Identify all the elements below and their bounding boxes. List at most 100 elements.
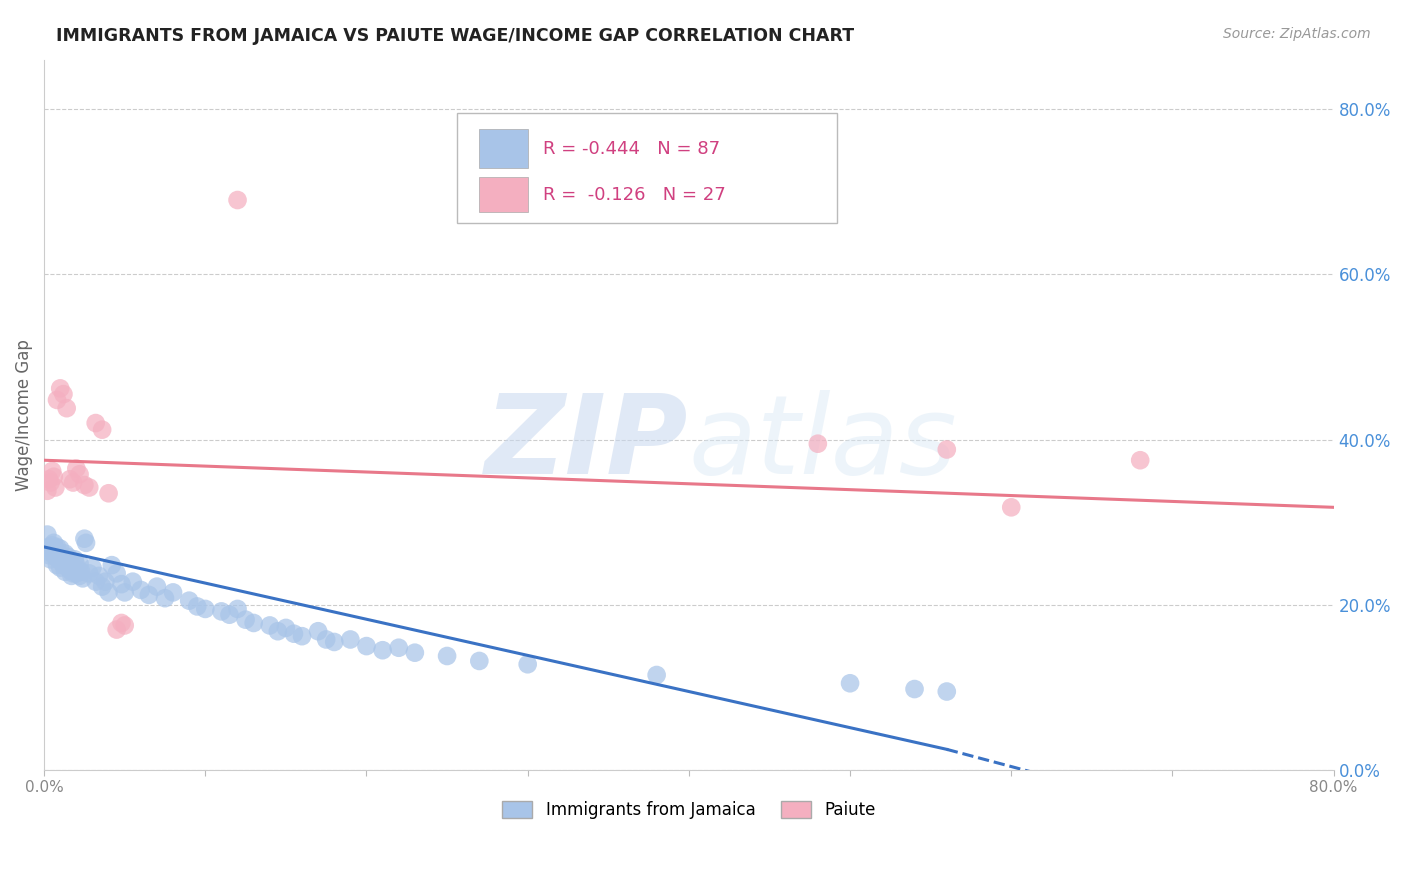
Point bbox=[49, 541, 72, 556]
Point bbox=[70, 565, 93, 579]
Point bbox=[101, 558, 124, 573]
Point bbox=[62, 475, 84, 490]
Point bbox=[51, 555, 73, 569]
Text: R =  -0.126   N = 27: R = -0.126 N = 27 bbox=[543, 186, 725, 203]
Point bbox=[138, 588, 160, 602]
Point bbox=[42, 536, 65, 550]
Point bbox=[226, 193, 249, 207]
Point bbox=[39, 475, 62, 490]
Point bbox=[42, 469, 65, 483]
Point bbox=[436, 648, 458, 663]
Point bbox=[72, 571, 94, 585]
Point bbox=[307, 624, 329, 639]
Point bbox=[53, 565, 76, 579]
Point bbox=[371, 643, 394, 657]
Point bbox=[59, 555, 82, 569]
FancyBboxPatch shape bbox=[478, 129, 527, 169]
Point bbox=[38, 548, 60, 562]
Point bbox=[356, 639, 378, 653]
Point bbox=[645, 668, 668, 682]
Point bbox=[44, 481, 66, 495]
Point bbox=[58, 560, 80, 574]
Text: R = -0.444   N = 87: R = -0.444 N = 87 bbox=[543, 140, 720, 158]
Point bbox=[121, 574, 143, 589]
Point bbox=[235, 613, 257, 627]
Point bbox=[146, 580, 169, 594]
Point bbox=[242, 615, 264, 630]
Point bbox=[55, 557, 77, 571]
Point bbox=[807, 436, 830, 450]
Y-axis label: Wage/Income Gap: Wage/Income Gap bbox=[15, 339, 32, 491]
Point bbox=[69, 467, 91, 482]
Point bbox=[60, 558, 83, 573]
Point bbox=[51, 549, 73, 564]
Point bbox=[1000, 500, 1022, 515]
Point bbox=[44, 549, 66, 564]
Point bbox=[41, 538, 63, 552]
Point bbox=[226, 602, 249, 616]
Point bbox=[935, 684, 957, 698]
Point bbox=[52, 552, 75, 566]
Point bbox=[267, 624, 290, 639]
Point bbox=[38, 540, 60, 554]
Point bbox=[41, 464, 63, 478]
Point bbox=[903, 681, 925, 696]
Point bbox=[53, 547, 76, 561]
Point bbox=[59, 563, 82, 577]
Point bbox=[48, 552, 70, 566]
Point bbox=[69, 557, 91, 571]
Point bbox=[153, 591, 176, 606]
Point bbox=[69, 569, 91, 583]
Point bbox=[42, 544, 65, 558]
Point bbox=[194, 602, 217, 616]
Point bbox=[468, 654, 491, 668]
Point bbox=[82, 560, 104, 574]
Point bbox=[94, 574, 117, 589]
Point bbox=[179, 593, 201, 607]
Point bbox=[274, 621, 297, 635]
Point bbox=[323, 635, 346, 649]
Point bbox=[388, 640, 411, 655]
Point bbox=[39, 541, 62, 556]
FancyBboxPatch shape bbox=[478, 177, 527, 212]
Point bbox=[73, 532, 96, 546]
Point bbox=[97, 486, 120, 500]
Point bbox=[58, 549, 80, 564]
Point bbox=[37, 483, 59, 498]
Point bbox=[1129, 453, 1152, 467]
Point bbox=[283, 626, 305, 640]
Point bbox=[162, 585, 184, 599]
Point bbox=[209, 604, 232, 618]
Point bbox=[84, 574, 107, 589]
Point bbox=[52, 558, 75, 573]
Point bbox=[114, 585, 136, 599]
Point bbox=[41, 547, 63, 561]
Point bbox=[55, 401, 77, 416]
Point bbox=[105, 623, 128, 637]
Point bbox=[46, 540, 69, 554]
Point bbox=[52, 387, 75, 401]
Point bbox=[73, 478, 96, 492]
Point bbox=[218, 607, 240, 622]
Point bbox=[291, 629, 314, 643]
Point bbox=[77, 566, 100, 581]
Point bbox=[59, 472, 82, 486]
Point bbox=[39, 552, 62, 566]
Legend: Immigrants from Jamaica, Paiute: Immigrants from Jamaica, Paiute bbox=[496, 794, 882, 826]
FancyBboxPatch shape bbox=[457, 113, 837, 223]
Point bbox=[105, 566, 128, 581]
Point bbox=[66, 563, 89, 577]
Text: ZIP: ZIP bbox=[485, 390, 689, 497]
Point bbox=[91, 580, 114, 594]
Point bbox=[839, 676, 862, 690]
Point bbox=[516, 657, 538, 672]
Point bbox=[129, 582, 152, 597]
Point bbox=[65, 461, 87, 475]
Point bbox=[110, 577, 132, 591]
Text: Source: ZipAtlas.com: Source: ZipAtlas.com bbox=[1223, 27, 1371, 41]
Point bbox=[84, 416, 107, 430]
Point bbox=[97, 585, 120, 599]
Point bbox=[60, 569, 83, 583]
Point bbox=[87, 569, 110, 583]
Point bbox=[48, 547, 70, 561]
